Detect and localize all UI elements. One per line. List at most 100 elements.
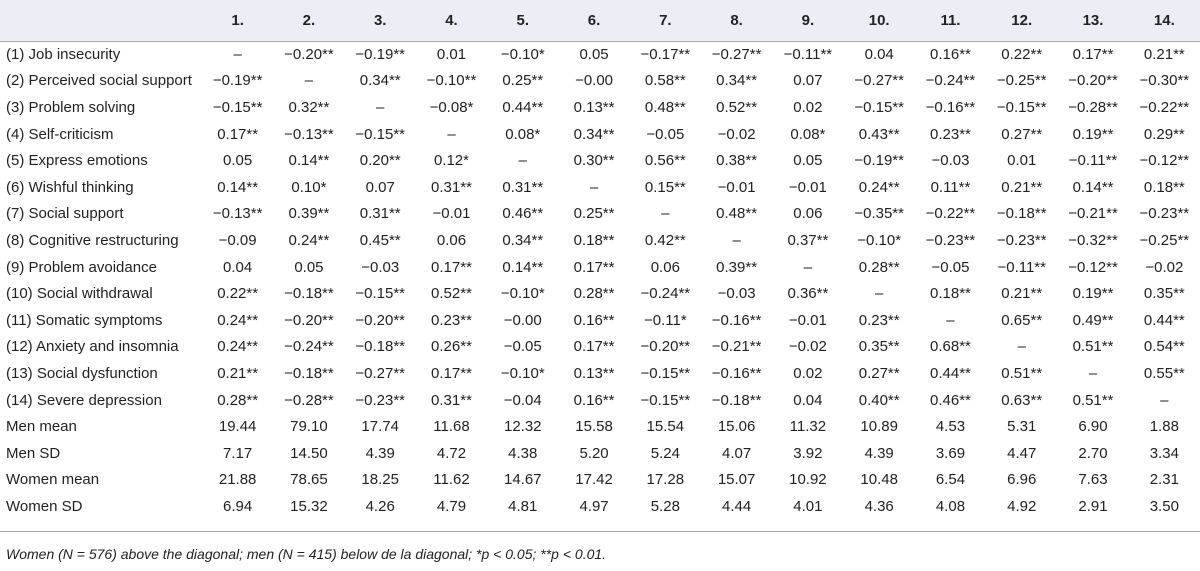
table-cell: −0.24** xyxy=(925,72,976,90)
row-label: Men mean xyxy=(6,418,77,436)
table-row: (7) Social support −0.13** 0.39** 0.31** −0.… xyxy=(0,201,1200,228)
table-cell: −0.10* xyxy=(500,285,545,303)
table-cell: −0.03 xyxy=(361,258,400,276)
table-cell: −0.19** xyxy=(854,152,904,170)
column-header-11: 11. xyxy=(940,12,961,29)
table-cell: −0.01 xyxy=(432,205,471,223)
table-cell: −0.19** xyxy=(212,72,263,90)
table-cell: 0.08* xyxy=(505,125,541,143)
table-cell: 0.31** xyxy=(431,391,472,409)
table-cell: −0.02 xyxy=(788,338,827,356)
column-header-6: 6. xyxy=(587,12,601,29)
table-cell: – xyxy=(875,285,884,303)
table-cell: 0.08* xyxy=(790,125,826,143)
table-row: (8) Cognitive restructuring −0.09 0.24** 0.… xyxy=(0,227,1200,254)
table-cell: −0.18** xyxy=(284,364,334,382)
table-cell: 4.38 xyxy=(508,444,538,462)
table-cell: 4.81 xyxy=(508,497,538,515)
table-cell: −0.27** xyxy=(854,72,904,90)
column-header-1: 1. xyxy=(231,12,244,29)
table-cell: −0.15** xyxy=(854,98,904,116)
table-cell: 0.18** xyxy=(930,285,971,303)
table-cell: 2.91 xyxy=(1078,497,1108,515)
column-header-8: 8. xyxy=(730,12,743,29)
table-cell: −0.22** xyxy=(925,205,976,223)
table-cell: −0.12** xyxy=(1068,258,1118,276)
table-cell: −0.01 xyxy=(717,178,756,196)
table-cell: −0.17** xyxy=(640,45,691,63)
table-row: Men SD 7.17 14.50 4.39 4.72 4.38 5.20 5.24 4.07 3… xyxy=(0,440,1200,467)
table-cell: 0.40** xyxy=(858,391,900,409)
correlation-table: 1. 2. 3. 4. 5. 6. 7. 8. 9. 10. 11. 12. 13. 14. (1) Jo… xyxy=(0,12,1200,515)
table-cell: −0.10* xyxy=(857,231,902,249)
table-cell: 4.47 xyxy=(1007,444,1037,462)
table-cell: 7.17 xyxy=(223,444,253,462)
table-cell: −0.35** xyxy=(854,205,904,223)
table-cell: 0.34** xyxy=(359,72,401,90)
table-cell: 0.14** xyxy=(288,152,330,170)
table-row: (13) Social dysfunction 0.21** −0.18** −0.2… xyxy=(0,360,1200,387)
table-cell: 0.46** xyxy=(930,391,971,409)
table-cell: 0.34** xyxy=(573,125,615,143)
table-cell: 0.52** xyxy=(716,98,758,116)
column-header-7: 7. xyxy=(659,12,672,29)
table-cell: 0.27** xyxy=(1001,125,1043,143)
table-row: (10) Social withdrawal 0.22** −0.18** −0.15… xyxy=(0,280,1200,307)
table-cell: 4.72 xyxy=(436,444,467,462)
table-cell: 4.39 xyxy=(365,444,395,462)
table-cell: −0.20** xyxy=(284,45,334,63)
table-cell: 0.04 xyxy=(793,391,823,409)
table-cell: 0.35** xyxy=(858,338,900,356)
table-cell: −0.18** xyxy=(711,391,762,409)
table-row: (5) Express emotions 0.05 0.14** 0.20** 0.12… xyxy=(0,147,1200,174)
table-cell: 0.06 xyxy=(793,205,823,223)
table-cell: 5.31 xyxy=(1007,418,1037,436)
table-row: (9) Problem avoidance 0.04 0.05 −0.03 0.17**… xyxy=(0,254,1200,281)
table-cell: −0.02 xyxy=(1145,258,1184,276)
table-cell: 0.37** xyxy=(787,231,829,249)
table-cell: 17.28 xyxy=(646,471,685,489)
table-cell: 0.24** xyxy=(288,231,330,249)
table-cell: 0.30** xyxy=(573,152,615,170)
table-row: (14) Severe depression 0.28** −0.28** −0.23… xyxy=(0,387,1200,414)
row-label: (9) Problem avoidance xyxy=(6,258,157,276)
table-cell: −0.19** xyxy=(355,45,406,63)
column-header-14: 14. xyxy=(1153,12,1175,29)
table-cell: −0.03 xyxy=(717,285,756,303)
table-cell: −0.10* xyxy=(500,45,545,63)
row-label: (8) Cognitive restructuring xyxy=(6,231,179,249)
table-cell: 19.44 xyxy=(218,418,257,436)
table-cell: −0.15** xyxy=(640,391,691,409)
table-cell: – xyxy=(803,258,813,276)
table-cell: −0.23** xyxy=(1139,205,1190,223)
table-cell: 0.15** xyxy=(644,178,686,196)
table-cell: 0.31** xyxy=(431,178,472,196)
table-cell: 0.21** xyxy=(1143,45,1185,63)
table-cell: 0.17** xyxy=(573,258,615,276)
table-cell: 0.38** xyxy=(716,152,758,170)
table-cell: 6.94 xyxy=(223,497,253,515)
table-cell: 0.44** xyxy=(502,98,544,116)
table-cell: 0.05 xyxy=(793,152,823,170)
table-cell: 10.48 xyxy=(860,471,898,489)
table-cell: 0.17** xyxy=(573,338,615,356)
table-cell: 2.31 xyxy=(1149,471,1179,489)
table-cell: 0.20** xyxy=(359,152,401,170)
table-cell: −0.11** xyxy=(783,45,833,63)
table-cell: 0.58** xyxy=(644,72,686,90)
table-cell: 17.74 xyxy=(361,418,399,436)
table-cell: 0.16** xyxy=(573,311,615,329)
table-cell: 0.22** xyxy=(1001,45,1043,63)
table-cell: −0.27** xyxy=(711,45,762,63)
table-cell: 0.45** xyxy=(359,231,401,249)
table-cell: −0.20** xyxy=(640,338,691,356)
column-header-3: 3. xyxy=(373,12,387,29)
table-cell: −0.01 xyxy=(788,311,827,329)
table-cell: 0.21** xyxy=(1001,178,1043,196)
table-cell: 4.39 xyxy=(864,444,894,462)
table-cell: 0.65** xyxy=(1001,311,1043,329)
table-cell: 6.90 xyxy=(1078,418,1108,436)
table-cell: −0.16** xyxy=(711,364,762,382)
table-cell: 0.28** xyxy=(573,285,615,303)
table-cell: 0.16** xyxy=(930,45,971,63)
